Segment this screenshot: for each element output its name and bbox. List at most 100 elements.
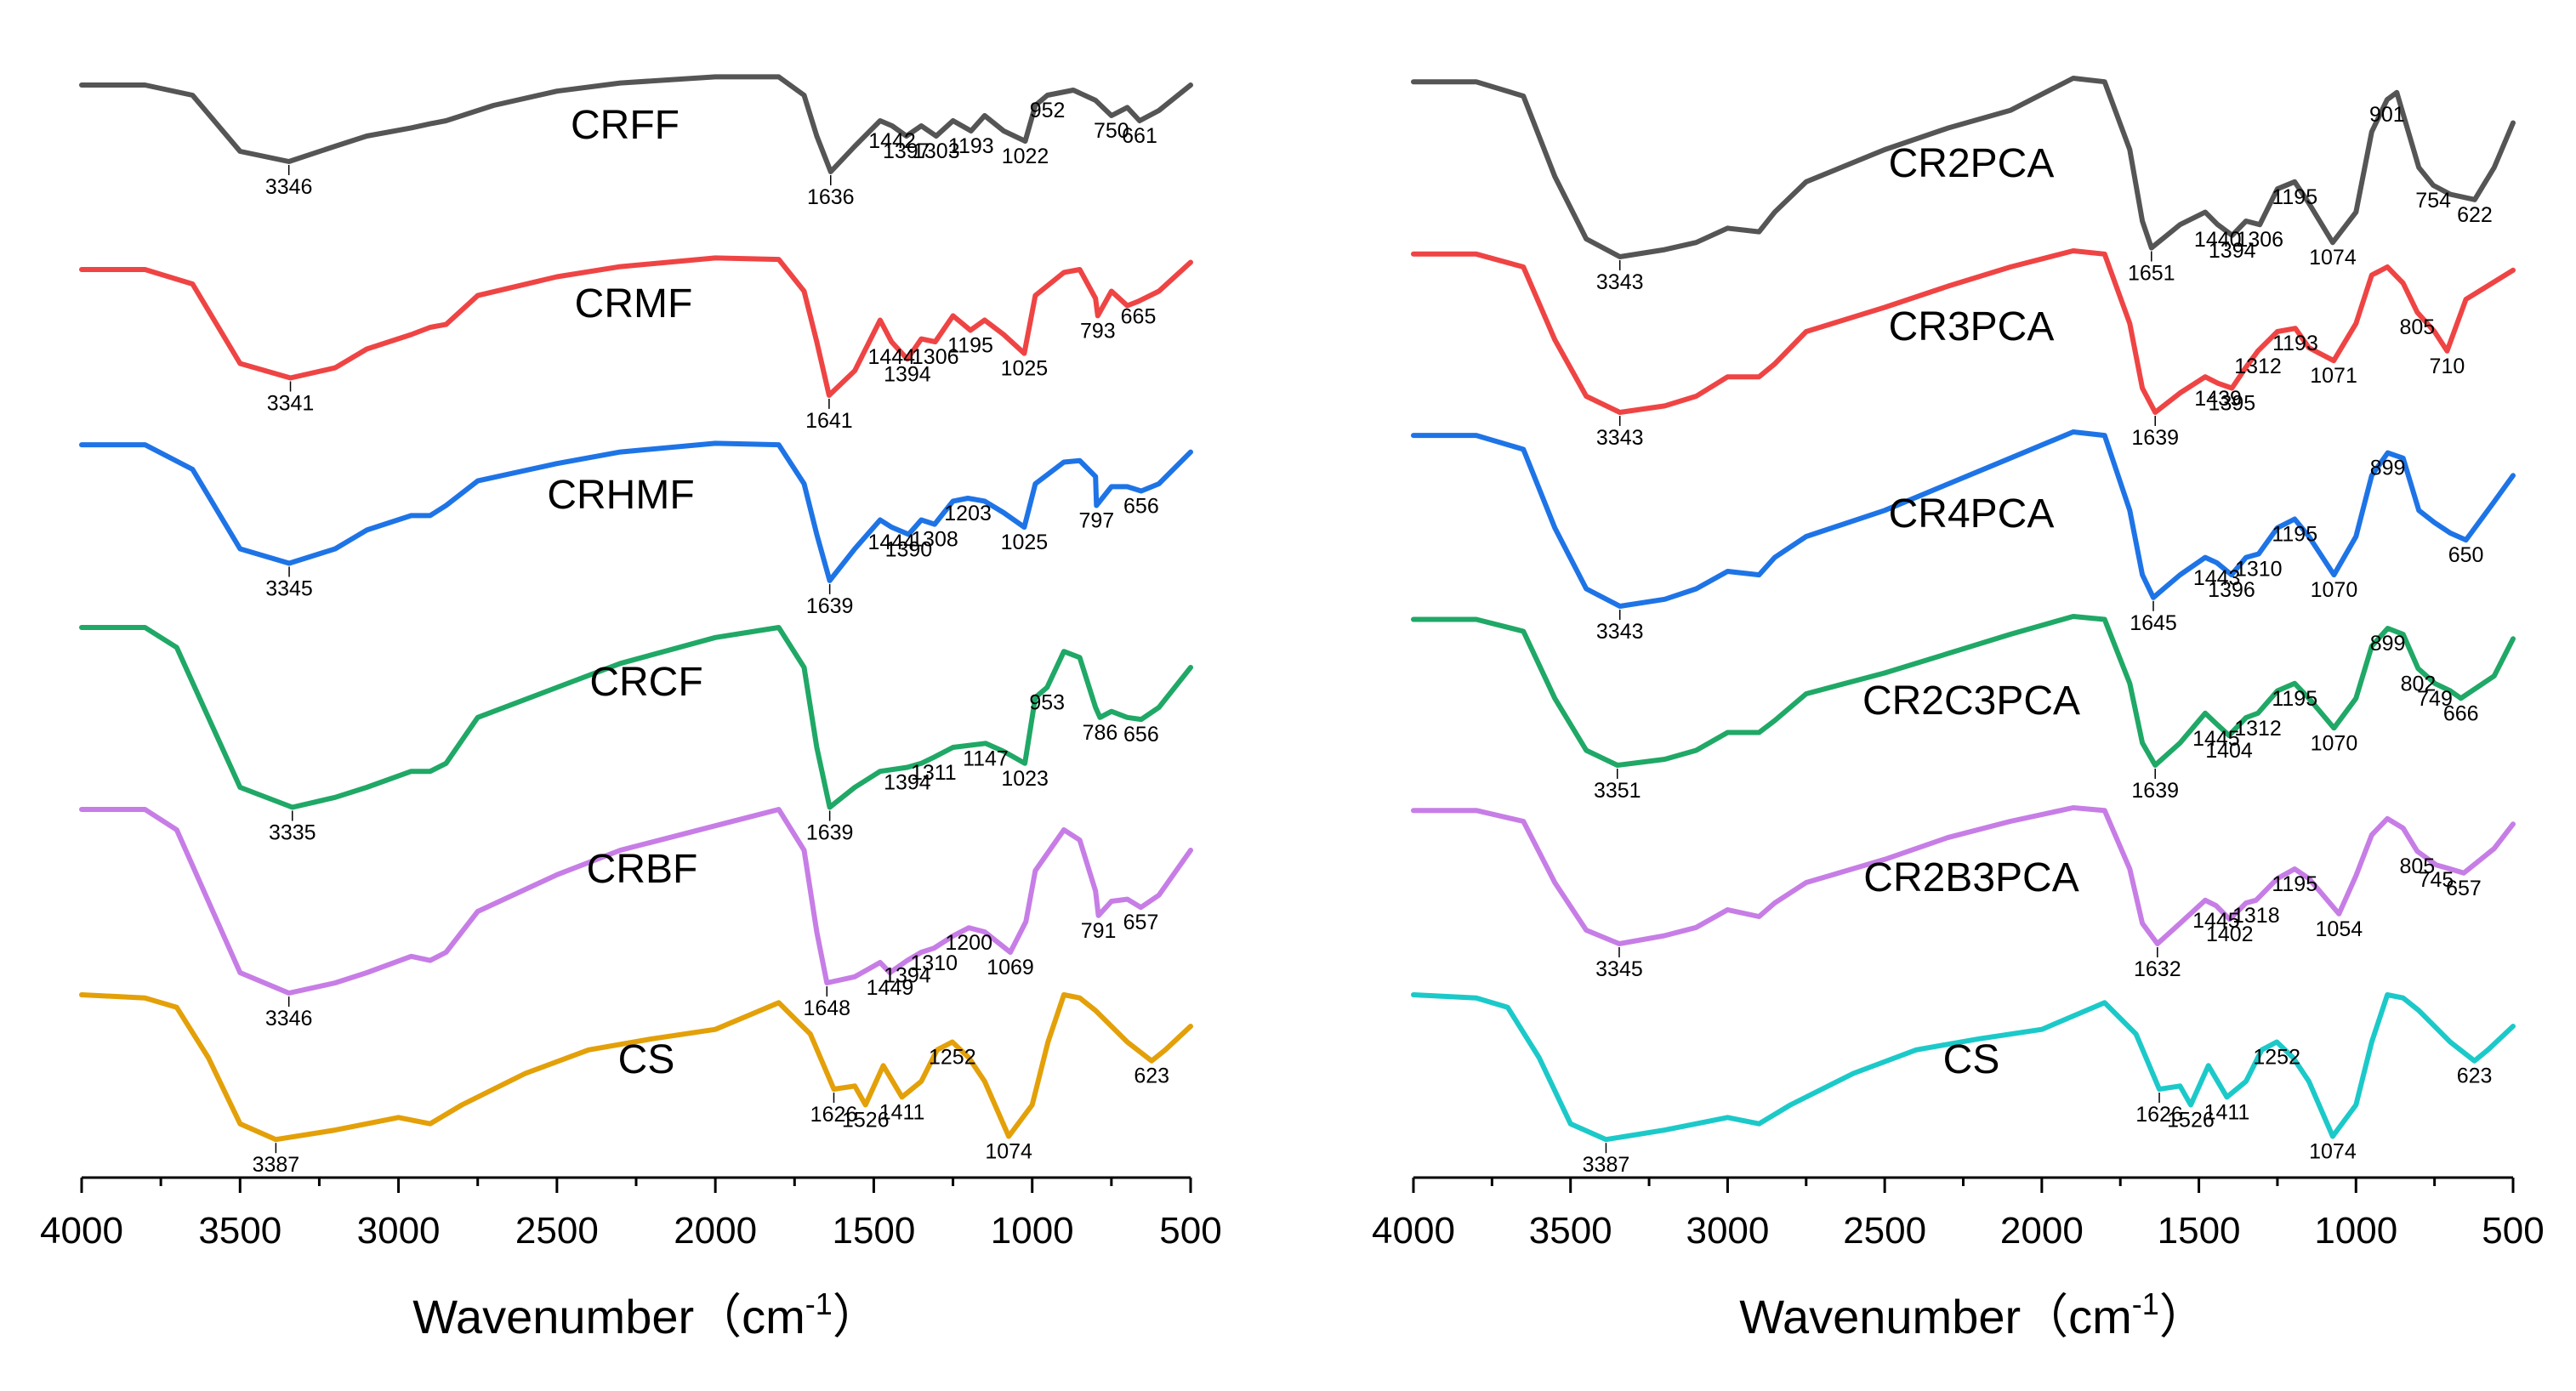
peak-label: 1404 [2205, 739, 2253, 763]
peak-label: 665 [1121, 304, 1157, 328]
peak-label: 1526 [2167, 1109, 2215, 1133]
peak-label: 622 [2457, 203, 2493, 227]
peak-label: 1312 [2234, 717, 2282, 741]
spectrum-line [79, 255, 1193, 398]
peak-label: 1440 [2194, 228, 2242, 252]
peak-label: 1445 [2192, 727, 2240, 751]
peak-label: 1195 [2272, 523, 2317, 547]
peak-label: 1252 [2253, 1046, 2300, 1070]
x-axis-title: Wavenumber（cm-1） [412, 1286, 880, 1343]
spectrum-line [79, 807, 1193, 996]
peak-label: 1639 [2131, 426, 2179, 450]
peak-label: 1526 [842, 1109, 890, 1133]
peak-label: 3387 [253, 1153, 300, 1177]
x-axis-title-text: Wavenumber（cm [1739, 1290, 2132, 1343]
x-tick-label: 4000 [40, 1210, 123, 1252]
spectrum-line [1411, 248, 2516, 415]
peak-label: 1394 [884, 362, 931, 386]
peak-label: 623 [1134, 1065, 1169, 1088]
x-tick-label: 2000 [674, 1210, 757, 1252]
peak-label: 3343 [1596, 426, 1644, 450]
peak-label: 901 [2369, 103, 2405, 127]
peak-label: 656 [1123, 495, 1159, 519]
peak-label: 3387 [1583, 1153, 1630, 1177]
x-tick-label: 2000 [2000, 1210, 2084, 1252]
peak-label: 1648 [803, 996, 850, 1020]
spectrum-line [1411, 76, 2516, 259]
peak-label: 1193 [2272, 332, 2318, 355]
peak-label: 1147 [963, 747, 1009, 770]
peak-label: 1022 [1002, 145, 1049, 168]
spectrum-line [1411, 429, 2516, 609]
peak-label: 1195 [2272, 872, 2317, 896]
peak-label: 3343 [1596, 620, 1644, 644]
peak-label: 805 [2399, 854, 2435, 878]
peak-label: 657 [1123, 911, 1159, 934]
peak-label: 1411 [879, 1100, 925, 1124]
peak-label: 802 [2401, 672, 2437, 696]
peak-label: 1639 [806, 821, 854, 845]
series-name-label: CR4PCA [1889, 491, 2055, 537]
series-name-label: CRHMF [547, 473, 694, 518]
peak-label: 750 [1094, 119, 1129, 143]
panel-left: 4000 3500 3000 2500 2000 1500 1000 500 Wavenumbe… [40, 74, 1222, 1343]
x-axis-title-text: Wavenumber（cm [412, 1290, 805, 1343]
peak-label: 3341 [267, 392, 315, 416]
peak-label: 797 [1078, 509, 1114, 533]
peak-label: 1252 [929, 1046, 976, 1070]
peak-label: 1645 [2130, 611, 2177, 635]
x-tick-label: 500 [2482, 1210, 2544, 1252]
peak-label: 1203 [944, 502, 992, 525]
x-tick-label: 1000 [991, 1210, 1074, 1252]
peak-label: 1310 [910, 951, 958, 975]
peak-label: 1639 [2131, 779, 2179, 803]
peak-label: 1394 [884, 771, 931, 795]
peak-label: 1195 [2272, 687, 2317, 711]
x-axis-title-tail: ） [2159, 1290, 2207, 1343]
peak-label: 1025 [1001, 531, 1049, 554]
x-tick-label: 2500 [515, 1210, 599, 1252]
x-axis-title-sup: -1 [805, 1286, 833, 1321]
series-name-label: CR3PCA [1889, 304, 2055, 349]
peak-label: 1395 [2209, 392, 2256, 416]
peak-label: 1445 [2192, 909, 2240, 933]
panel-right: 4000 3500 3000 2500 2000 1500 1000 500 Wavenumbe… [1372, 76, 2545, 1343]
x-tick-label: 3000 [357, 1210, 441, 1252]
x-axis-title: Wavenumber（cm-1） [1739, 1286, 2207, 1343]
peak-label: 1626 [2135, 1103, 2183, 1127]
spectrum-line [1411, 805, 2516, 946]
series-name-label: CRMF [575, 281, 693, 326]
peak-label: 1444 [867, 345, 915, 369]
peak-label: 1074 [985, 1140, 1032, 1164]
x-tick-label: 2500 [1843, 1210, 1926, 1252]
peak-label: 899 [2370, 457, 2406, 480]
peak-label: 1074 [2309, 1140, 2357, 1164]
peak-label: 749 [2417, 687, 2453, 711]
peak-label: 1442 [868, 129, 916, 153]
peak-label: 1449 [867, 976, 914, 1000]
peak-label: 953 [1029, 691, 1065, 715]
peak-label: 3343 [1596, 270, 1644, 294]
x-tick-label: 1500 [832, 1210, 915, 1252]
peak-label: 1651 [2128, 262, 2175, 286]
peak-label: 1310 [2235, 558, 2283, 582]
peak-label: 623 [2457, 1065, 2493, 1088]
x-tick-label: 3000 [1686, 1210, 1769, 1252]
peak-label: 1439 [2194, 387, 2242, 411]
spectrum-line [79, 440, 1193, 583]
x-tick-label: 500 [1159, 1210, 1221, 1252]
x-tick-label: 3500 [198, 1210, 281, 1252]
peak-label: 1390 [885, 538, 933, 562]
peak-label: 1303 [913, 139, 960, 163]
series-name-label: CR2B3PCA [1863, 855, 2078, 900]
